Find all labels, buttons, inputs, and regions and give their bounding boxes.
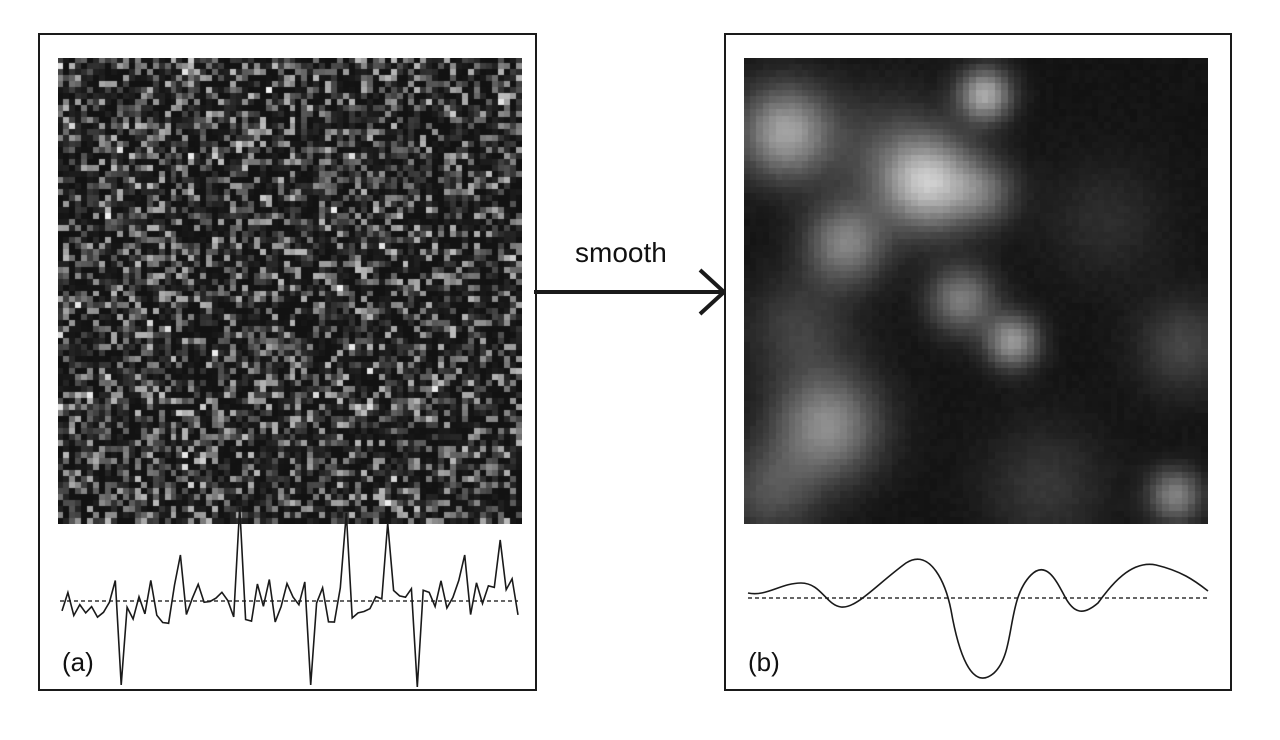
panel-b-label: (b) [748, 647, 780, 677]
panel-b-smoothed: (b) [724, 33, 1232, 691]
smoothed-signal-plot [747, 558, 1209, 679]
smoothed-signal-trace [747, 558, 1209, 679]
smoothed-image [744, 58, 1208, 524]
panel-a-label: (a) [62, 647, 94, 677]
noisy-pixel-grid [58, 58, 522, 524]
panel-a-noisy: (a) [38, 33, 537, 691]
noisy-image [58, 58, 522, 524]
noisy-signal-plot [60, 506, 519, 688]
noisy-signal-trace [61, 506, 519, 688]
smooth-label: smooth [575, 237, 667, 268]
smooth-arrow [534, 268, 727, 316]
smoothed-pixel-grid [744, 58, 1208, 524]
